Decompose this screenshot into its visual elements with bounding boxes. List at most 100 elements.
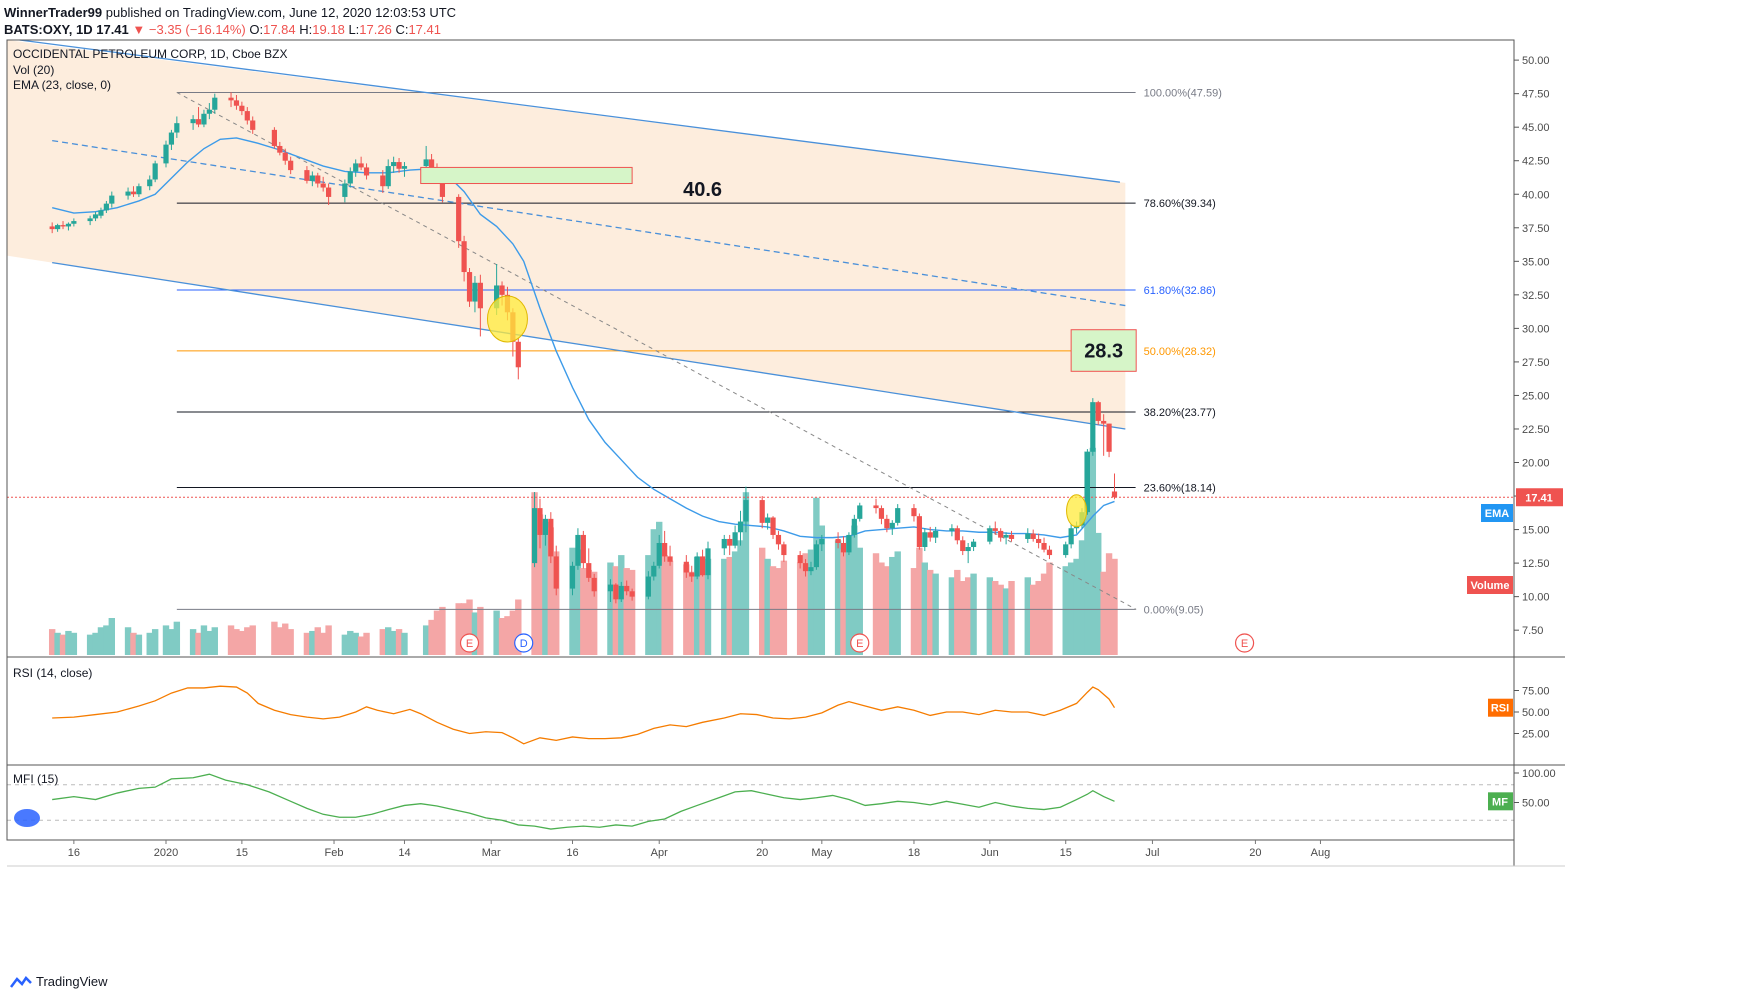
volume-bar: [775, 568, 782, 655]
volume-bar: [173, 621, 181, 655]
volume-bar: [347, 630, 354, 655]
candle-body: [889, 522, 895, 529]
candle-body: [353, 163, 359, 172]
annotation-text: 40.6: [683, 179, 722, 201]
volume-bar: [1024, 577, 1031, 655]
time-tick-label: 15: [1060, 847, 1072, 859]
candle-body: [591, 577, 597, 592]
candle-body: [71, 221, 77, 224]
mfi-line: [52, 773, 1115, 830]
price-tick-label: 22.50: [1522, 424, 1550, 436]
symbol-label[interactable]: BATS:OXY, 1D: [4, 22, 93, 37]
time-tick-label: 16: [566, 847, 578, 859]
rsi-legend: RSI (14, close): [13, 666, 92, 680]
candle-body: [656, 542, 662, 566]
candle-body: [705, 548, 711, 576]
volume-bar: [731, 551, 739, 655]
candle-body: [884, 518, 890, 529]
author-name[interactable]: WinnerTrader99: [4, 5, 103, 20]
volume-bar: [840, 549, 847, 655]
price-tick-label: 7.50: [1522, 625, 1543, 637]
candle-body: [136, 186, 142, 195]
time-tick-label: Feb: [325, 847, 344, 859]
volume-bar: [92, 632, 99, 655]
candle-body: [271, 129, 277, 146]
candle-body: [439, 176, 446, 197]
channel-lower-line: [52, 262, 1126, 430]
volume-bar: [1030, 584, 1037, 655]
volume-bar: [889, 556, 896, 655]
volume-bar: [721, 558, 728, 655]
volume-bar: [103, 625, 110, 655]
candle-body: [1111, 491, 1118, 498]
cloud-icon: [14, 809, 40, 827]
volume-bar: [932, 573, 939, 655]
candle-body: [315, 175, 321, 184]
candle-body: [320, 183, 326, 188]
candle-body: [775, 534, 782, 545]
volume-bar: [303, 632, 311, 655]
candle-body: [1025, 533, 1031, 539]
volume-bar: [1095, 532, 1102, 655]
volume-bar: [379, 629, 386, 655]
candle-body: [683, 561, 689, 573]
candle-body: [304, 170, 310, 181]
candle-body: [277, 145, 283, 153]
candle-body: [499, 285, 505, 295]
target-box-text: 28.3: [1084, 341, 1123, 363]
candle-body: [244, 111, 250, 121]
fib-level-label: 38.20%(23.77): [1144, 407, 1216, 419]
candle-body: [613, 584, 619, 600]
candle-body: [1068, 528, 1074, 545]
time-tick-label: Mar: [482, 847, 501, 859]
time-tick-label: 20: [1249, 847, 1261, 859]
candle-body: [477, 282, 483, 309]
candle-body: [385, 166, 391, 187]
candle-body: [423, 159, 429, 167]
fib-level-label: 0.00%(9.05): [1144, 604, 1204, 616]
candle-body: [228, 97, 234, 101]
volume-bar: [509, 610, 517, 655]
time-tick-label: 16: [68, 847, 80, 859]
candle-body: [840, 542, 847, 553]
price-tick-label: 25.00: [1522, 390, 1550, 402]
volume-bar: [997, 584, 1004, 655]
candle-body: [857, 505, 863, 519]
close-value: 17.41: [408, 22, 441, 37]
volume-bar: [845, 536, 853, 655]
volume-bar: [1046, 562, 1053, 655]
volume-bar: [249, 625, 256, 655]
volume-bar: [851, 525, 858, 655]
candle-body: [147, 179, 153, 187]
event-marker-icon: [514, 633, 534, 653]
candle-body: [808, 567, 814, 572]
time-tick-label: Aug: [1311, 847, 1331, 859]
candle-body: [770, 517, 776, 535]
candle-body: [949, 528, 955, 531]
last-price: 17.41: [96, 22, 129, 37]
tradingview-logo-icon: [10, 975, 32, 988]
candle-body: [212, 97, 218, 110]
candle-body: [1036, 538, 1042, 543]
event-marker-icon: [850, 633, 870, 653]
candle-body: [396, 162, 402, 169]
volume-bar: [1111, 558, 1118, 655]
candle-body: [662, 542, 668, 557]
volume-bar: [325, 625, 332, 655]
rsi-tag-label: RSI: [1491, 703, 1509, 715]
volume-bar: [428, 619, 435, 655]
volume-bar: [618, 555, 625, 655]
candle-body: [954, 528, 960, 541]
volume-bar: [124, 627, 132, 655]
candle-body: [970, 541, 977, 548]
candle-body: [553, 556, 559, 589]
volume-bar: [162, 625, 170, 655]
candle-body: [326, 187, 332, 197]
volume-bar: [146, 632, 153, 655]
volume-bar: [645, 555, 652, 655]
volume-bar: [352, 632, 359, 655]
tradingview-footer[interactable]: TradingView: [10, 974, 108, 989]
event-marker-label: E: [466, 638, 473, 650]
price-tick-label: 10.00: [1522, 592, 1550, 604]
